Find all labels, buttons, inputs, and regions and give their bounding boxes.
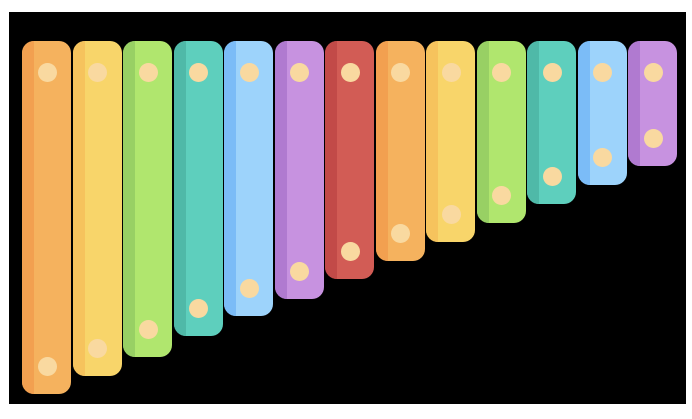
bottom-peg-dot bbox=[391, 224, 410, 243]
top-peg-dot bbox=[643, 63, 663, 82]
bottom-peg-dot bbox=[88, 339, 107, 358]
xylophone-bar-8[interactable] bbox=[375, 41, 425, 261]
bar-shade bbox=[577, 41, 590, 185]
bottom-peg-dot bbox=[593, 148, 612, 167]
top-peg-dot bbox=[593, 63, 612, 82]
bar-shade bbox=[426, 41, 438, 242]
bar-shade bbox=[22, 41, 34, 394]
xylophone-bar-6[interactable] bbox=[274, 41, 324, 299]
bar-shade bbox=[72, 41, 85, 376]
top-peg-dot bbox=[189, 63, 208, 82]
top-peg-dot bbox=[290, 63, 309, 82]
bar-shade bbox=[375, 41, 388, 261]
bar-shade bbox=[123, 41, 135, 357]
top-peg-dot bbox=[340, 63, 360, 82]
xylophone-bar-13[interactable] bbox=[628, 41, 677, 166]
xylophone-bar-7[interactable] bbox=[325, 41, 374, 279]
bar-shade bbox=[173, 41, 186, 336]
bar-shade bbox=[476, 41, 489, 223]
xylophone-bar-3[interactable] bbox=[123, 41, 172, 357]
bottom-peg-dot bbox=[239, 279, 259, 298]
xylophone-bar-1[interactable] bbox=[22, 41, 71, 394]
bottom-peg-dot bbox=[340, 242, 360, 261]
top-peg-dot bbox=[391, 63, 410, 82]
bottom-peg-dot bbox=[189, 299, 208, 318]
top-peg-dot bbox=[441, 63, 461, 82]
xylophone-stage bbox=[9, 12, 686, 404]
xylophone-bar-9[interactable] bbox=[426, 41, 475, 242]
top-peg-dot bbox=[37, 63, 57, 82]
bar-shade bbox=[527, 41, 539, 204]
bottom-peg-dot bbox=[643, 129, 663, 148]
xylophone-bar-4[interactable] bbox=[173, 41, 223, 336]
bottom-peg-dot bbox=[37, 357, 57, 376]
xylophone-bar-2[interactable] bbox=[72, 41, 122, 376]
bottom-peg-dot bbox=[441, 205, 461, 224]
xylophone-bar-5[interactable] bbox=[224, 41, 273, 316]
xylophone-bar-12[interactable] bbox=[577, 41, 627, 185]
top-peg-dot bbox=[542, 63, 562, 82]
xylophone-bar-11[interactable] bbox=[527, 41, 576, 204]
bottom-peg-dot bbox=[542, 167, 562, 186]
bar-shade bbox=[325, 41, 337, 279]
top-peg-dot bbox=[138, 63, 158, 82]
bottom-peg-dot bbox=[138, 320, 158, 339]
top-peg-dot bbox=[88, 63, 107, 82]
top-peg-dot bbox=[239, 63, 259, 82]
xylophone-bar-10[interactable] bbox=[476, 41, 526, 223]
bar-shade bbox=[628, 41, 640, 166]
top-peg-dot bbox=[492, 63, 511, 82]
bottom-peg-dot bbox=[290, 262, 309, 281]
bar-shade bbox=[274, 41, 287, 299]
bar-shade bbox=[224, 41, 236, 316]
bottom-peg-dot bbox=[492, 186, 511, 205]
